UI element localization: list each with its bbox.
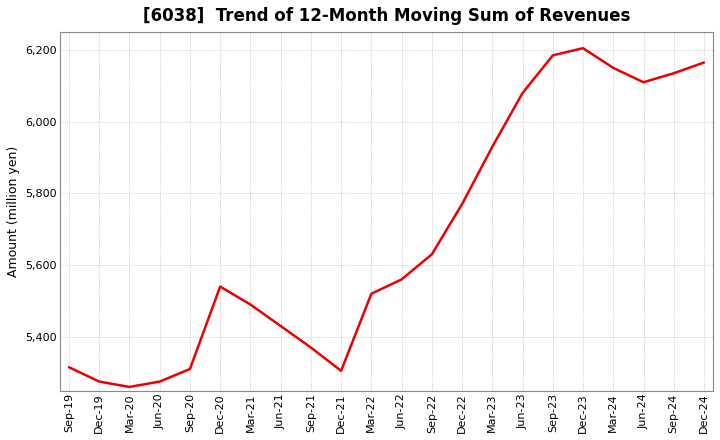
Y-axis label: Amount (million yen): Amount (million yen) xyxy=(7,146,20,277)
Title: [6038]  Trend of 12-Month Moving Sum of Revenues: [6038] Trend of 12-Month Moving Sum of R… xyxy=(143,7,630,25)
